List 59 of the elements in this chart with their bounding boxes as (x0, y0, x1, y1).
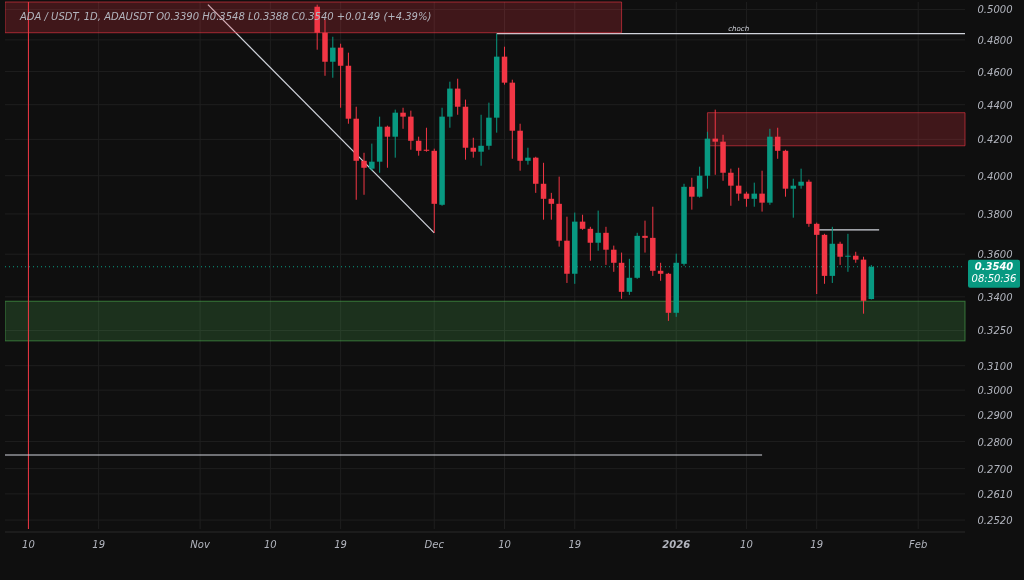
candlestick (611, 245, 617, 273)
x-tick-label: 10 (740, 539, 753, 550)
candlestick (813, 222, 820, 295)
candlestick (774, 127, 781, 160)
candlestick (837, 241, 843, 266)
y-tick-label: 0.3100 (977, 360, 1013, 372)
y-tick-label: 0.3800 (977, 208, 1013, 220)
candlestick (595, 210, 601, 252)
x-tick-label: Nov (190, 539, 211, 550)
candlestick (626, 258, 633, 296)
candlestick (330, 36, 336, 79)
candlestick (525, 147, 531, 166)
y-tick-label: 0.3250 (977, 325, 1013, 337)
x-tick-label: 19 (810, 539, 824, 550)
y-tick-label: 0.2700 (977, 463, 1013, 475)
y-tick-label: 0.4800 (977, 34, 1013, 46)
candlestick (689, 177, 695, 211)
y-tick-label: 0.2520 (977, 515, 1013, 527)
x-tick-label: 10 (498, 539, 511, 550)
candlestick (415, 136, 422, 157)
x-tick-label: 19 (334, 539, 347, 550)
candlestick (642, 220, 648, 254)
y-tick-label: 0.3400 (977, 291, 1013, 303)
candlestick (337, 43, 344, 109)
candlestick (657, 262, 664, 282)
y-tick-label: 0.4000 (977, 170, 1013, 182)
y-tick-label: 0.3600 (977, 249, 1013, 261)
y-tick-label: 0.5000 (977, 4, 1013, 16)
candlestick (478, 114, 484, 167)
candlestick (798, 168, 804, 190)
x-tick-label: Dec (424, 539, 445, 550)
x-tick-label: 10 (22, 539, 35, 550)
y-tick-label: 0.4400 (977, 99, 1013, 111)
x-tick-label: 19 (92, 539, 106, 550)
candlestick (361, 152, 367, 196)
candlestick (454, 78, 461, 116)
x-tick-label: 2026 (662, 539, 691, 550)
x-tick-label: 19 (568, 539, 582, 550)
candlestick (384, 125, 391, 169)
ref-line-label: 0.3540 08:50:36 (971, 260, 1017, 284)
y-tick-label: 0.3000 (977, 385, 1013, 397)
candlestick (587, 226, 594, 262)
candlestick (603, 226, 609, 266)
y-tick-label: 0.2800 (977, 436, 1013, 448)
candlestick (712, 109, 718, 176)
y-tick-label: 0.2610 (977, 488, 1013, 500)
y-tick-label: 0.4600 (977, 66, 1013, 78)
y-tick-label: 0.2900 (977, 410, 1013, 422)
candlestick (369, 143, 375, 172)
candlestick (540, 162, 547, 221)
candlestick (470, 137, 477, 159)
candlestick (696, 166, 703, 199)
x-tick-label: 10 (264, 539, 277, 550)
candlestick (728, 168, 734, 207)
candlestick (735, 167, 742, 202)
candlestick (759, 170, 765, 213)
candlestick (400, 107, 406, 130)
y-tick-label: 0.4200 (977, 134, 1013, 146)
x-tick-label: Feb (909, 539, 928, 550)
